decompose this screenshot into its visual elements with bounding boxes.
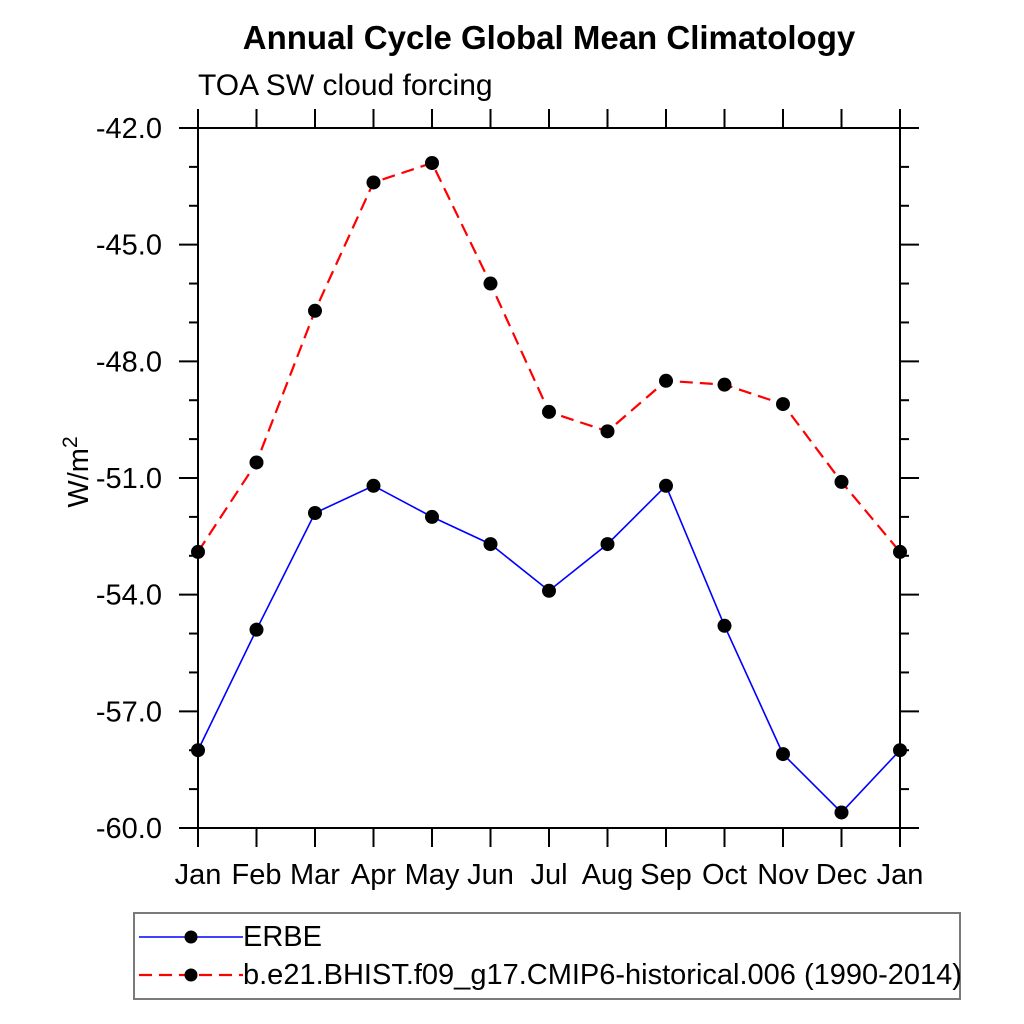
svg-text:-48.0: -48.0 bbox=[96, 346, 162, 378]
svg-text:Jul: Jul bbox=[530, 859, 567, 891]
legend-label-model: b.e21.BHIST.f09_g17.CMIP6-historical.006… bbox=[243, 959, 962, 991]
chart-title: Annual Cycle Global Mean Climatology bbox=[242, 19, 856, 56]
svg-text:Apr: Apr bbox=[351, 859, 396, 891]
svg-text:Jan: Jan bbox=[877, 859, 924, 891]
legend-item-erbe: ERBE bbox=[139, 920, 959, 954]
svg-text:-57.0: -57.0 bbox=[96, 696, 162, 728]
svg-text:Dec: Dec bbox=[816, 859, 868, 891]
svg-text:-42.0: -42.0 bbox=[96, 113, 162, 145]
svg-text:Sep: Sep bbox=[640, 859, 692, 891]
svg-text:Nov: Nov bbox=[757, 859, 809, 891]
legend-line-sample-erbe bbox=[139, 930, 243, 944]
svg-text:-60.0: -60.0 bbox=[96, 813, 162, 845]
legend: ERBE b.e21.BHIST.f09_g17.CMIP6-historica… bbox=[133, 912, 962, 1000]
svg-text:-54.0: -54.0 bbox=[96, 580, 162, 612]
svg-text:Jan: Jan bbox=[175, 859, 222, 891]
svg-text:May: May bbox=[405, 859, 460, 891]
svg-text:Aug: Aug bbox=[582, 859, 634, 891]
svg-text:Mar: Mar bbox=[290, 859, 340, 891]
legend-item-model: b.e21.BHIST.f09_g17.CMIP6-historical.006… bbox=[139, 958, 962, 992]
svg-text:Oct: Oct bbox=[702, 859, 747, 891]
svg-text:Jun: Jun bbox=[467, 859, 514, 891]
svg-text:Feb: Feb bbox=[232, 859, 282, 891]
svg-text:-45.0: -45.0 bbox=[96, 230, 162, 262]
legend-label-erbe: ERBE bbox=[243, 921, 322, 953]
chart-subtitle: TOA SW cloud forcing bbox=[198, 69, 493, 102]
svg-text:-51.0: -51.0 bbox=[96, 463, 162, 495]
legend-line-sample-model bbox=[139, 968, 243, 982]
